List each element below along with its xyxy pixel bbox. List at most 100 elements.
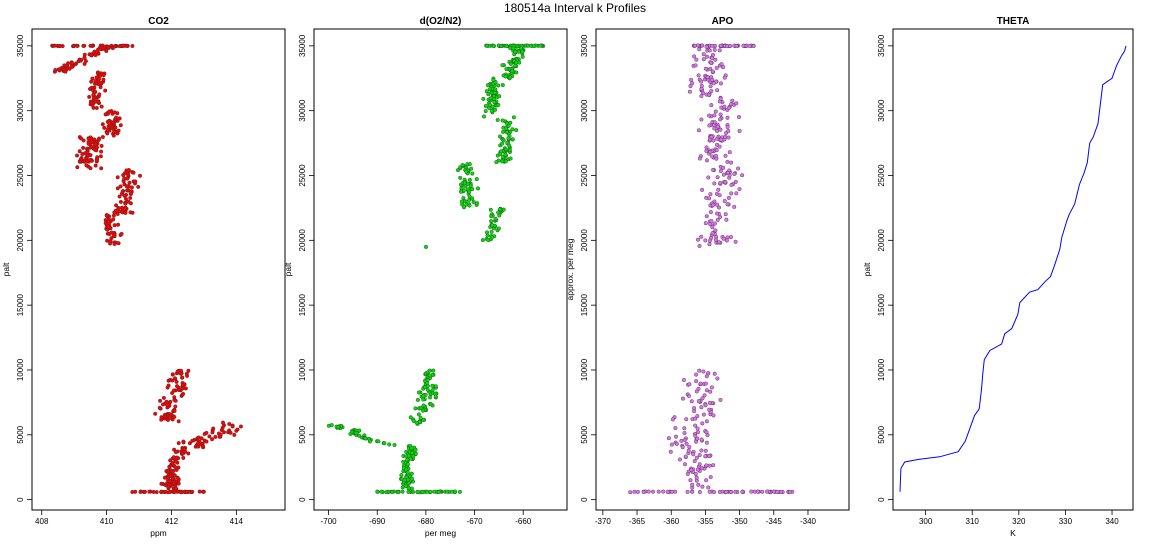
apo-data-point [729,102,734,107]
apo-data-point [718,112,723,117]
apo-data-point [715,202,720,207]
apo-data-point [699,79,704,84]
co2-data-point [53,67,58,72]
o2n2-data-point [423,385,428,390]
apo-data-point [681,378,686,383]
co2-data-point [73,62,78,67]
apo-x-tick-label: -360 [663,517,680,526]
apo-data-point [694,379,699,384]
co2-data-point [187,441,192,446]
apo-data-point [696,386,701,391]
apo-data-point [715,211,720,216]
theta-profile-line [899,45,1127,492]
co2-data-point [124,184,129,189]
apo-data-point [712,126,717,131]
co2-data-point [159,481,164,486]
co2-data-point [52,43,57,48]
apo-data-point [683,454,688,459]
o2n2-data-point [453,489,458,494]
co2-data-point [94,105,99,110]
apo-data-point [713,228,718,233]
co2-data-point [99,104,104,109]
co2-data-point [210,430,215,435]
apo-data-point [696,399,701,404]
apo-data-point [729,235,734,240]
o2n2-data-point [336,425,341,430]
apo-data-point [703,66,708,71]
apo-data-point [723,134,728,139]
o2n2-data-point [413,406,418,411]
apo-data-point [729,490,734,495]
co2-data-point [109,236,114,241]
o2n2-data-point [470,171,475,176]
apo-data-point [699,437,704,442]
co2-data-point [112,223,117,228]
co2-data-point [98,73,103,78]
apo-data-point [718,96,723,101]
apo-data-point [706,175,711,180]
co2-data-point [213,434,218,439]
co2-data-point [172,489,177,494]
o2n2-data-point [354,431,359,436]
co2-data-point [169,412,174,417]
o2n2-data-point [498,134,503,139]
o2n2-data-point [487,102,492,107]
o2n2-data-point [482,114,487,119]
apo-data-point [717,205,722,210]
co2-data-point [74,153,79,158]
co2-data-point [171,455,176,460]
o2n2-data-point [483,109,488,114]
theta-y-tick-label: 15000 [877,293,886,316]
co2-data-point [103,88,108,93]
apo-data-point [729,182,734,187]
o2n2-data-point [526,43,531,48]
co2-data-point [238,424,243,429]
apo-data-point [635,489,640,494]
apo-data-point [707,400,712,405]
o2n2-data-point [506,123,511,128]
apo-data-point [693,63,698,68]
co2-data-point [160,402,165,407]
apo-data-point [714,237,719,242]
co2-data-point [118,199,123,204]
o2n2-data-point [474,177,479,182]
apo-data-point [729,160,734,165]
apo-data-point [733,239,738,244]
co2-data-point [185,490,190,495]
apo-data-point [704,44,709,49]
o2n2-data-point [516,49,521,54]
apo-data-point [689,77,694,82]
o2n2-y-tick-label: 25000 [298,164,307,187]
o2n2-data-point [493,107,498,112]
apo-data-point [787,490,792,495]
co2-data-point [97,92,102,97]
co2-data-point [165,385,170,390]
apo-data-point [710,77,715,82]
apo-data-point [704,440,709,445]
o2n2-data-point [458,175,463,180]
o2n2-y-tick-label: 35000 [298,34,307,57]
co2-data-point [116,209,121,214]
o2n2-data-point [471,199,476,204]
o2n2-data-point [494,160,499,165]
apo-data-point [765,489,770,494]
apo-data-point [725,44,730,49]
o2n2-data-point [433,394,438,399]
apo-x-tick-label: -365 [629,517,646,526]
co2-data-point [109,230,114,235]
apo-panel-title: APO [712,16,734,27]
o2n2-data-point [413,451,418,456]
apo-data-point [693,433,698,438]
apo-data-point [705,54,710,59]
apo-data-point [696,128,701,133]
o2n2-data-point [510,137,515,142]
apo-data-point [709,60,714,65]
apo-data-point [711,463,716,468]
co2-data-point [197,489,202,494]
co2-data-point [91,146,96,151]
co2-data-point [130,210,135,215]
co2-data-point [138,490,143,495]
apo-data-point [656,489,661,494]
o2n2-data-point [405,470,410,475]
co2-data-point [153,411,158,416]
